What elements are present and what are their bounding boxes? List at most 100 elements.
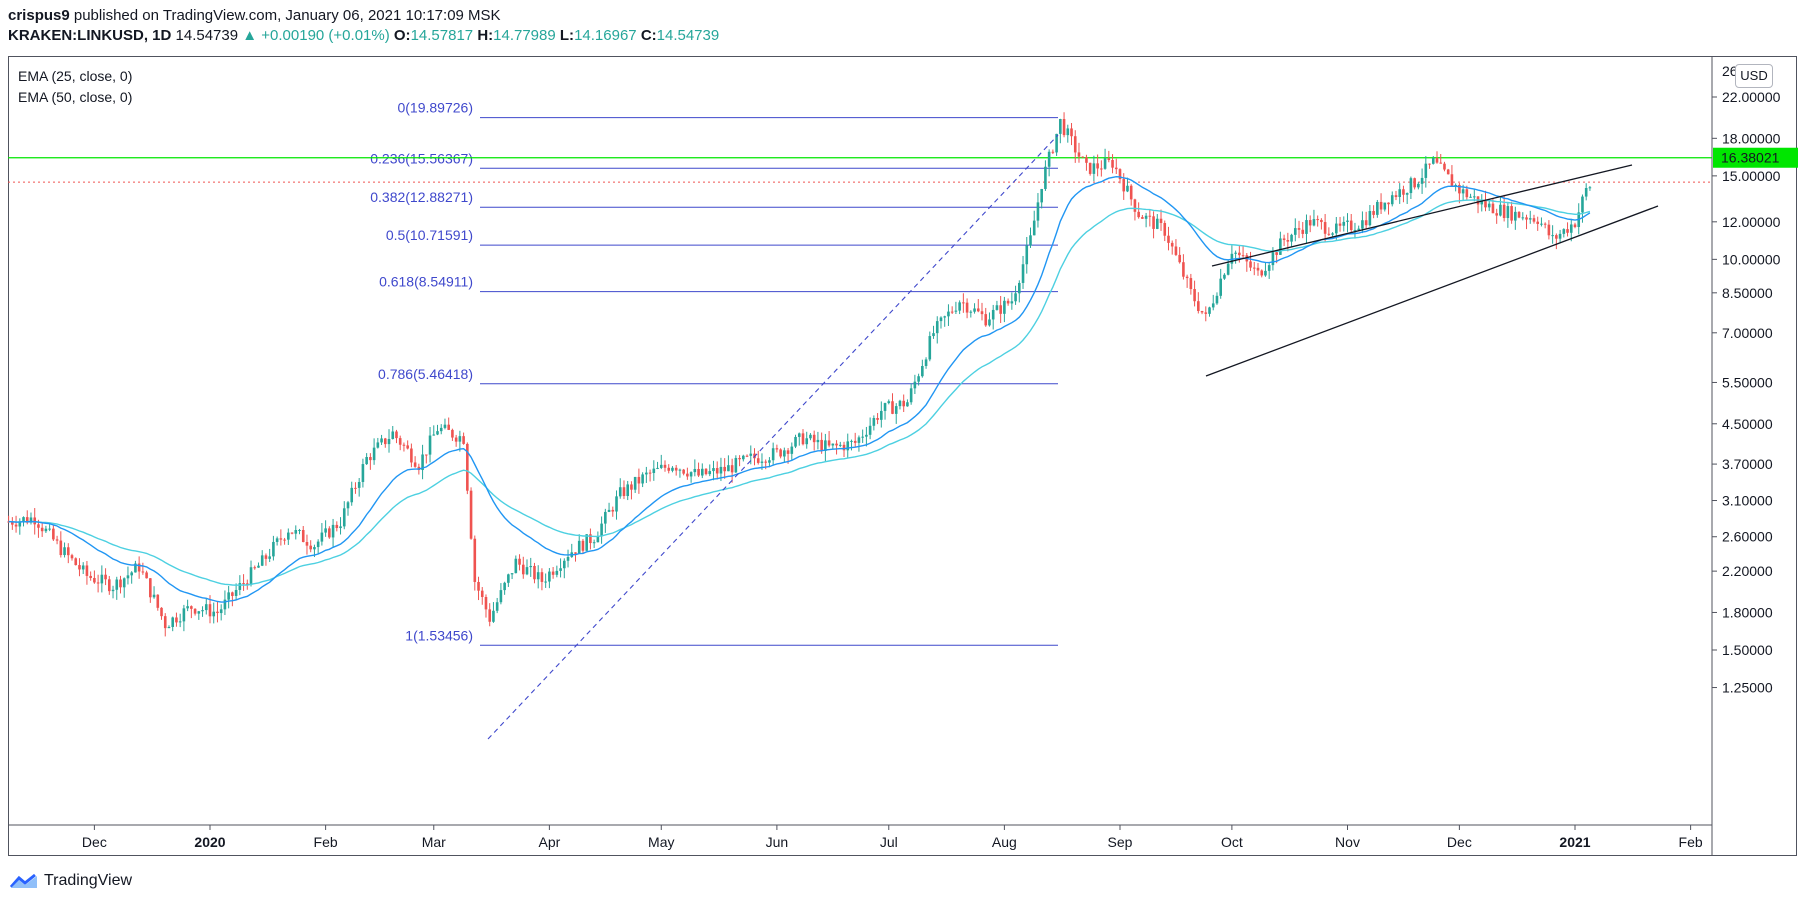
price-tick-label: 2.20000 <box>1722 563 1773 579</box>
candle-body <box>1215 295 1219 304</box>
candle-body <box>108 579 111 592</box>
candle-body <box>122 578 126 588</box>
candle-body <box>473 538 477 582</box>
candle-body <box>950 311 954 313</box>
candle-body <box>618 487 622 497</box>
candle-body <box>357 481 361 488</box>
candle-body <box>1018 282 1021 294</box>
candle-body <box>298 529 301 531</box>
candle-body <box>801 433 805 445</box>
candle-body <box>1484 200 1487 208</box>
candle-body <box>1480 200 1484 205</box>
candle-body <box>883 403 887 411</box>
candle-body <box>1458 184 1461 194</box>
currency-button[interactable]: USD <box>1735 64 1773 88</box>
ema50-line <box>8 199 1591 586</box>
ema50-legend[interactable]: EMA (50, close, 0) <box>18 89 133 105</box>
candle-body <box>924 359 928 367</box>
candle-body <box>876 417 879 420</box>
candle-body <box>824 440 827 451</box>
candle-body <box>238 583 242 590</box>
brand-name: TradingView <box>44 872 133 889</box>
candle-body <box>134 563 137 573</box>
candle-body <box>1517 211 1521 218</box>
price-tick-label: 4.50000 <box>1722 416 1773 432</box>
candle-body <box>1402 189 1405 195</box>
candle-body <box>1297 228 1301 230</box>
candle-body <box>637 476 641 484</box>
candle-body <box>1532 218 1536 222</box>
candle-body <box>324 528 327 533</box>
fib-diagonal[interactable] <box>487 134 1059 740</box>
candle-body <box>458 436 462 442</box>
candle-body <box>287 532 290 540</box>
candle-body <box>611 509 615 512</box>
candle-body <box>451 429 454 438</box>
candle-body <box>715 468 719 474</box>
fib-level-label: 0.618(8.54911) <box>379 274 473 290</box>
trendline-lower[interactable] <box>1205 205 1659 377</box>
close-label: C: <box>640 27 657 44</box>
candle-body <box>78 565 81 570</box>
candle-body <box>477 581 480 591</box>
candle-body <box>1293 228 1297 235</box>
trendline-upper[interactable] <box>1211 164 1633 267</box>
candle-body <box>301 529 305 543</box>
candle-body <box>294 530 298 534</box>
candle-body <box>1189 278 1193 290</box>
candle-body <box>1364 220 1368 226</box>
candle-body <box>18 521 22 527</box>
candle-body <box>40 527 44 532</box>
candle-body <box>902 400 905 407</box>
candle-body <box>988 319 991 326</box>
author-name[interactable]: crispus9 <box>8 7 70 24</box>
candle-body <box>365 457 368 465</box>
time-tick-label: 2021 <box>1559 834 1590 850</box>
candle-body <box>1353 229 1357 231</box>
fib-retracement[interactable]: 0(19.89726)0.236(15.56367)0.382(12.88271… <box>370 100 1058 646</box>
time-axis[interactable]: Dec 2020 Feb Mar Apr May Jun Jul Aug Sep Oct Nov Dec… <box>82 825 1703 850</box>
time-tick-label: 2020 <box>194 834 225 850</box>
candle-body <box>1308 220 1312 226</box>
candle-body <box>1342 221 1346 226</box>
time-tick-label: May <box>648 834 674 850</box>
candle-body <box>514 558 518 574</box>
candle-body <box>1055 133 1058 153</box>
candle-body <box>1223 274 1226 279</box>
candle-body <box>805 438 809 445</box>
candle-body <box>227 592 230 600</box>
high-label: H: <box>477 27 494 44</box>
candle-body <box>1211 303 1215 308</box>
candle-body <box>891 401 894 414</box>
candle-body <box>548 571 551 582</box>
candle-body <box>1439 162 1443 164</box>
candle-body <box>1118 169 1122 180</box>
price-tick-label: 7.00000 <box>1722 325 1773 341</box>
candle-body <box>1197 301 1200 311</box>
candle-body <box>1450 174 1454 187</box>
candle-body <box>167 626 171 629</box>
candle-body <box>674 467 678 471</box>
candle-body <box>268 556 271 559</box>
candle-body <box>1376 201 1379 215</box>
candle-body <box>1111 160 1114 168</box>
candle-body <box>1390 195 1394 205</box>
published-text: published on TradingView.com, January 06… <box>73 7 501 24</box>
footer-brand: TradingView <box>10 872 132 890</box>
candle-body <box>160 607 163 617</box>
price-axis[interactable]: 22.00000 18.00000 15.00000 12.00000 10.00000… <box>1712 63 1781 696</box>
candle-body <box>604 511 607 524</box>
ema25-legend[interactable]: EMA (25, close, 0) <box>18 68 133 84</box>
candle-body <box>1051 151 1055 153</box>
price-label-text: 16.38021 <box>1721 150 1780 166</box>
candle-body <box>320 532 324 542</box>
candle-body <box>1551 235 1554 237</box>
last-price: 14.54739 <box>175 27 239 44</box>
candle-body <box>1249 261 1252 268</box>
fib-level-label: 0.5(10.71591) <box>386 227 473 243</box>
candle-body <box>689 472 693 477</box>
candle-body <box>1305 220 1308 234</box>
time-tick-label: Dec <box>82 834 107 850</box>
candle-body <box>383 438 387 445</box>
